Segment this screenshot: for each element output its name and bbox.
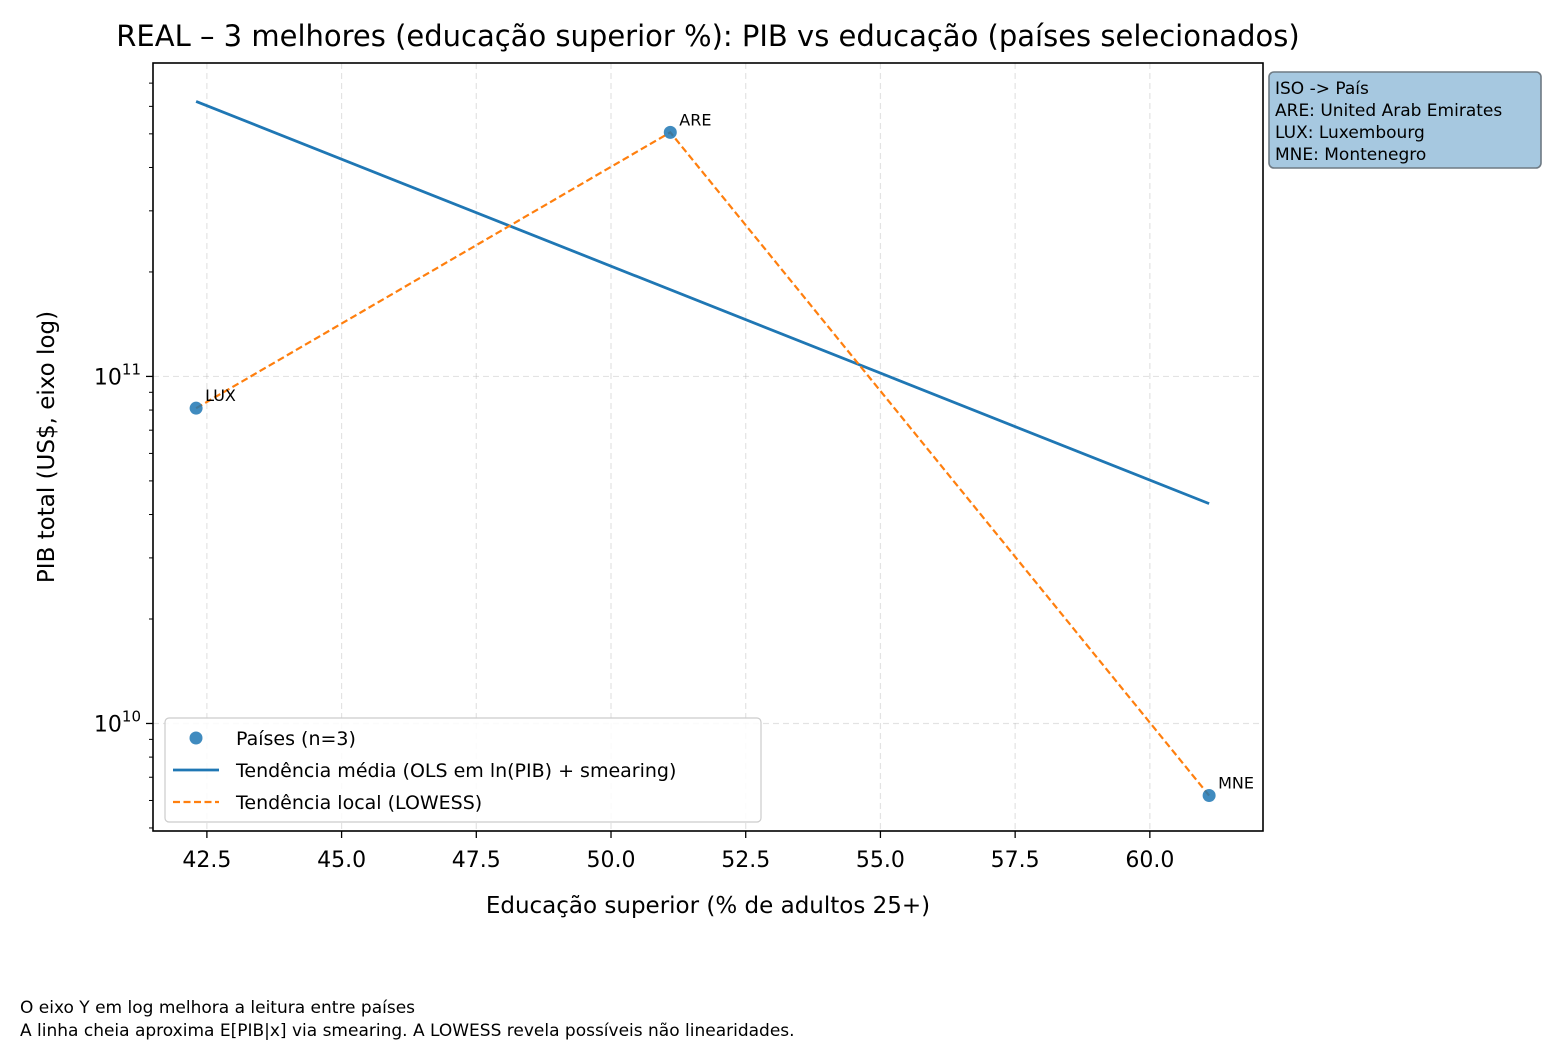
iso-box-entry: LUX: Luxembourg	[1275, 123, 1425, 143]
x-tick-label: 60.0	[1125, 848, 1174, 873]
x-tick-label: 52.5	[721, 848, 770, 873]
x-tick-label: 55.0	[856, 848, 905, 873]
legend-label: Tendência local (LOWESS)	[235, 792, 482, 814]
x-tick-label: 50.0	[587, 848, 636, 873]
ols-trend-line	[195, 100, 1210, 505]
data-point-are	[663, 125, 677, 139]
y-tick-label: 1010	[94, 707, 141, 737]
x-tick-label: 42.5	[182, 848, 231, 873]
plot-background	[153, 63, 1263, 831]
point-label-are: ARE	[679, 110, 711, 129]
data-point-lux	[189, 401, 203, 415]
chart-title: REAL – 3 melhores (educação superior %):…	[116, 19, 1299, 53]
y-axis-label: PIB total (US$, eixo log)	[34, 311, 60, 583]
legend-label: Tendência média (OLS em ln(PIB) + smeari…	[235, 760, 676, 782]
data-point-mne	[1202, 789, 1216, 803]
legend-marker-scatter	[189, 731, 203, 745]
point-label-lux: LUX	[205, 386, 236, 405]
footnote: O eixo Y em log melhora a leitura entre …	[20, 997, 795, 1043]
footnote-line-2: A linha cheia aproxima E[PIB|x] via smea…	[20, 1021, 795, 1041]
x-tick-label: 57.5	[991, 848, 1040, 873]
x-axis-label: Educação superior (% de adultos 25+)	[486, 893, 930, 919]
axes-frame	[152, 62, 1264, 832]
point-label-mne: MNE	[1218, 774, 1254, 793]
y-tick-label: 1011	[94, 360, 141, 390]
iso-box-entry: ARE: United Arab Emirates	[1275, 101, 1502, 121]
iso-legend-box	[1268, 71, 1542, 169]
iso-box-entry: MNE: Montenegro	[1275, 145, 1426, 165]
footnote-line-1: O eixo Y em log melhora a leitura entre …	[20, 998, 416, 1018]
iso-box-title: ISO -> País	[1275, 79, 1369, 99]
x-tick-label: 45.0	[317, 848, 366, 873]
x-tick-label: 47.5	[452, 848, 501, 873]
legend-box	[164, 717, 762, 823]
legend-label: Países (n=3)	[236, 728, 356, 750]
